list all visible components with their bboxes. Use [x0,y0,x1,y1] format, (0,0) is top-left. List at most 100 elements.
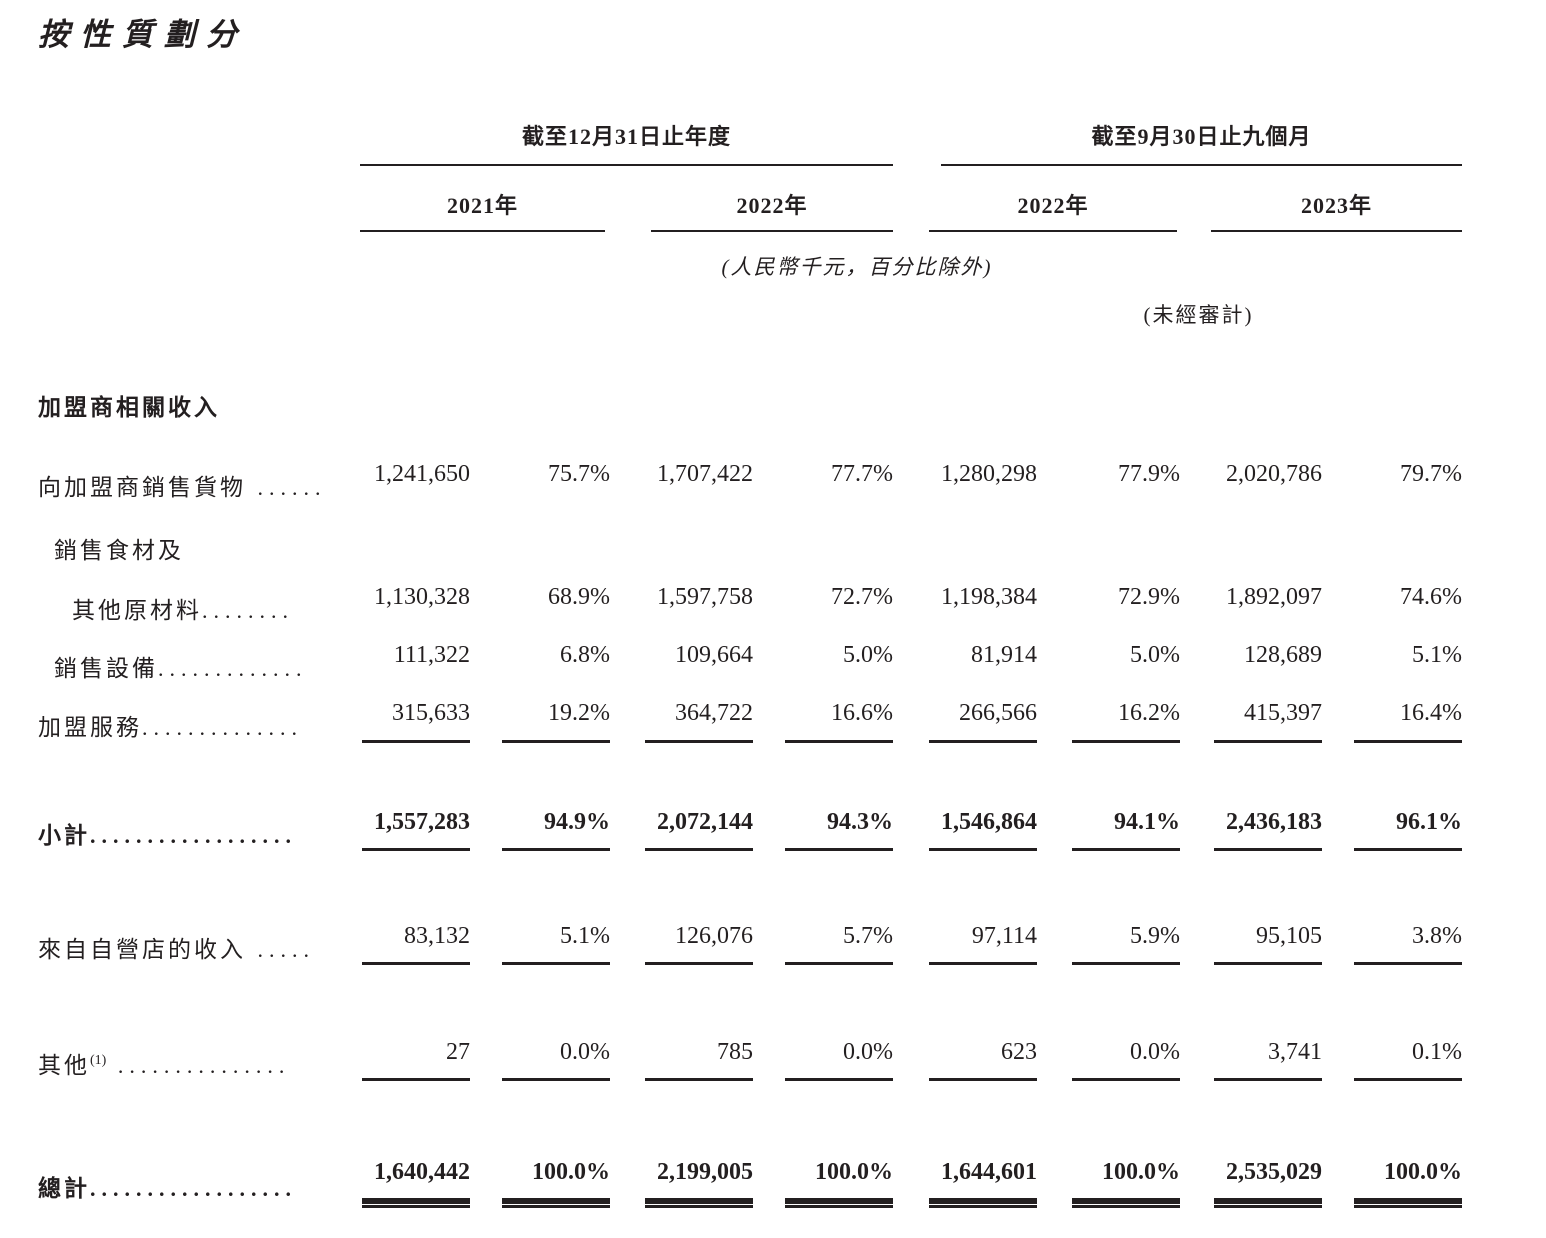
year-header-2022-interim: 2022年 [893,166,1180,233]
section-header-row: 加盟商相關收入 [38,329,1462,423]
percent-cell: 79.7% [1400,460,1463,487]
percent-cell: 68.9% [548,583,610,610]
page-title: 按性質劃分 [38,17,248,52]
percent-cell: 72.7% [831,583,894,610]
value-cell: 126,076 [610,851,753,965]
value-cell: 2,072,144 [610,743,753,851]
percent-cell: 100.0% [753,1081,894,1209]
table-row: 加盟服務.............. 315,633 19.2% 364,722… [38,684,1463,743]
value-cell: 1,280,298 [941,460,1038,487]
dot-leader: .................. [90,1176,297,1202]
period-group-header-row: 截至12月31日止年度 截至9月30日止九個月 [38,123,1463,166]
row-label: 其他原材料........ [72,598,294,624]
header-spacer-cell [360,282,893,329]
percent-cell: 5.7% [753,851,894,965]
percent-cell: 77.7% [831,460,894,487]
value-cell: 1,597,758 [657,583,753,610]
row-label: 小計.................. [38,822,297,848]
header-spacer-cell [38,282,360,329]
percent-cell: 5.0% [843,642,894,669]
value-cell: 415,397 [1180,684,1323,743]
percent-cell: 100.0% [470,1081,610,1209]
percent-cell: 5.1% [1412,642,1463,669]
percent-cell: 5.9% [1037,851,1181,965]
subtotal-row: 小計.................. 1,557,283 94.9% 2,0… [38,743,1463,851]
percent-cell: 5.1% [470,851,610,965]
value-cell: 364,722 [610,684,753,743]
total-row: 總計.................. 1,640,442 100.0% 2,… [38,1081,1463,1209]
value-cell: 1,892,097 [1226,583,1323,610]
prospectus-page: 按性質劃分 截至12月31日止年度 截至9月30日止九個月 2021年 [38,17,1463,1209]
table-row: 向加盟商銷售貨物 ...... 1,241,650 75.7% 1,707,42… [38,423,1462,503]
percent-cell: 72.9% [1118,583,1181,610]
percent-cell: 94.1% [1037,743,1181,851]
row-label: 銷售食材及 [54,538,184,564]
percent-cell: 0.0% [1037,965,1181,1082]
value-cell: 2,436,183 [1180,743,1323,851]
value-cell: 1,707,422 [657,460,753,487]
dot-leader: ...... [246,475,327,501]
interim-period-label: 截至9月30日止九個月 [941,123,1463,166]
percent-cell: 3.8% [1322,851,1463,965]
value-cell: 1,644,601 [893,1081,1038,1209]
value-cell: 266,566 [893,684,1038,743]
header-spacer-cell [38,166,360,233]
percent-cell: 94.3% [753,743,894,851]
year-header-2021: 2021年 [360,166,610,233]
row-label: 總計.................. [38,1176,297,1202]
year-header-2023-interim: 2023年 [1180,166,1463,233]
dot-leader: ............... [106,1053,291,1079]
dot-leader: .............. [142,714,303,740]
value-cell: 81,914 [971,642,1038,669]
row-label: 其他(1) ............... [38,1053,291,1079]
percent-cell: 16.2% [1037,684,1181,743]
value-cell: 3,741 [1180,965,1323,1082]
value-cell: 128,689 [1244,642,1323,669]
unaudited-note-row: (未經審計) [38,282,1462,329]
unit-note-cell: (人民幣千元，百分比除外) [360,232,1462,281]
table-row: 其他原材料........ 1,130,328 68.9% 1,597,758 … [38,566,1462,626]
percent-cell: 0.0% [753,965,894,1082]
percent-cell: 16.4% [1322,684,1463,743]
percent-cell: 5.0% [1130,642,1181,669]
table-row-label-continued: 銷售食材及 [38,503,1462,566]
value-cell: 1,198,384 [941,583,1038,610]
value-cell: 623 [893,965,1038,1082]
dot-leader: ............. [158,656,308,682]
value-cell: 2,020,786 [1226,460,1323,487]
value-cell: 2,199,005 [610,1081,753,1209]
percent-cell: 94.9% [470,743,610,851]
unit-note-row: (人民幣千元，百分比除外) [38,232,1462,281]
value-cell: 109,664 [675,642,753,669]
value-cell: 1,241,650 [374,460,470,487]
percent-cell: 16.6% [753,684,894,743]
percent-cell: 74.6% [1400,583,1463,610]
percent-cell: 0.0% [470,965,610,1082]
value-cell: 785 [610,965,753,1082]
percent-cell: 100.0% [1322,1081,1463,1209]
value-cell: 315,633 [360,684,470,743]
header-spacer-cell [38,123,360,166]
table-row: 其他(1) ............... 27 0.0% 785 0.0% 6… [38,965,1463,1082]
annual-period-header-cell: 截至12月31日止年度 [360,123,894,166]
row-label: 銷售設備............. [54,656,308,682]
annual-period-label: 截至12月31日止年度 [360,123,894,166]
dot-leader: ........ [202,598,294,624]
value-cell: 83,132 [360,851,470,965]
dot-leader: ..... [246,936,315,962]
row-label: 向加盟商銷售貨物 ...... [38,475,327,501]
value-cell: 97,114 [893,851,1038,965]
currency-unit-note: (人民幣千元，百分比除外) [721,255,993,280]
value-cell: 1,557,283 [360,743,470,851]
percent-cell: 77.9% [1118,460,1181,487]
percent-cell: 96.1% [1322,743,1463,851]
value-cell: 27 [360,965,470,1082]
value-cell: 1,546,864 [893,743,1038,851]
dot-leader: .................. [90,822,297,848]
year-header-2022: 2022年 [610,166,894,233]
value-cell: 95,105 [1180,851,1323,965]
section-label: 加盟商相關收入 [38,394,220,420]
year-header-row: 2021年 2022年 2022年 2023年 [38,166,1463,233]
percent-cell: 100.0% [1037,1081,1181,1209]
percent-cell: 0.1% [1322,965,1463,1082]
